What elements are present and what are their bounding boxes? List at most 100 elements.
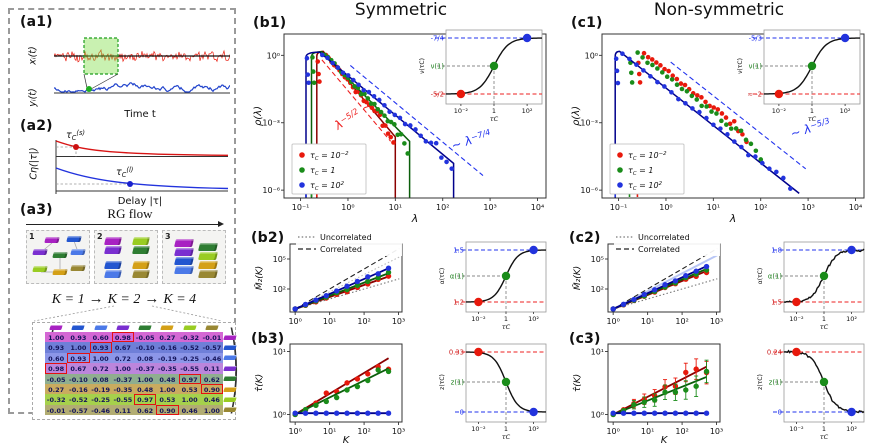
matrix-cell: 0.62 — [137, 406, 154, 415]
matrix-cell: -0.52 — [69, 396, 88, 405]
k-arrow-1: → — [88, 291, 104, 307]
matrix-column-block-icon — [182, 325, 197, 330]
matrix-cell: -0.19 — [91, 386, 110, 394]
rg-flow-arrow — [26, 224, 220, 225]
svg-text:1: 1 — [492, 107, 496, 115]
matrix-row-block-icon — [223, 334, 237, 340]
svg-text:-7/4: -7/4 — [431, 35, 444, 43]
a2-xlabel: Delay |τ| — [117, 196, 163, 207]
svg-text:∼ λ−7/4: ∼ λ−7/4 — [450, 127, 493, 153]
svg-text:≈ -2: ≈ -2 — [747, 91, 762, 99]
svg-text:10¹: 10¹ — [641, 317, 654, 326]
svg-text:10³: 10³ — [801, 203, 814, 212]
b3-timescale-plot: 10⁰ 10¹ 10² 10³ 10¹ 10⁰ Kτ̂(K) 0.33 z(1) 0 10⁻² 1 10… — [254, 343, 547, 446]
variable-block — [197, 261, 219, 270]
matrix-column-block-icon — [138, 325, 152, 330]
svg-text:10²: 10² — [846, 425, 857, 433]
svg-text:10³: 10³ — [392, 427, 405, 436]
matrix-cell: 0.97 — [178, 373, 201, 384]
svg-text:10¹: 10¹ — [323, 427, 336, 436]
svg-text:λ−5/2 ∼: λ−5/2 ∼ — [331, 98, 374, 133]
panel-a-group: (a1) xᵢ(t) yᵢ(t) Time t (a2) Cη(|τ|) τC(… — [8, 8, 241, 420]
svg-text:1.5: 1.5 — [453, 247, 464, 255]
matrix-connector-lines — [33, 305, 223, 322]
svg-text:10²: 10² — [754, 203, 767, 212]
svg-text:1: 1 — [822, 425, 826, 433]
matrix-cell: 0.62 — [203, 375, 220, 384]
svg-text:ρ(λ): ρ(λ) — [253, 106, 264, 126]
svg-text:10¹: 10¹ — [641, 427, 654, 436]
k-labels-row: K = 1 → K = 2 → K = 4 — [10, 288, 238, 308]
column-title-symmetric: Symmetric — [354, 0, 448, 20]
matrix-cell: 0.67 — [70, 365, 87, 374]
matrix-row-block-icon — [223, 344, 237, 350]
svg-text:τ̂(K): τ̂(K) — [572, 374, 583, 392]
svg-text:M̂₂(K): M̂₂(K) — [253, 266, 265, 290]
svg-text:10¹: 10¹ — [389, 203, 402, 212]
matrix-cell: -0.25 — [91, 396, 110, 405]
svg-text:0.24: 0.24 — [767, 349, 782, 357]
variable-block — [32, 266, 48, 272]
k-label-4: K = 4 — [163, 292, 197, 307]
svg-text:10⁻⁶: 10⁻⁶ — [580, 186, 598, 195]
matrix-cell: 0.27 — [48, 386, 65, 394]
svg-text:τC = 1: τC = 1 — [628, 166, 654, 177]
svg-text:τC = 102: τC = 102 — [310, 181, 345, 192]
panel-label-b1: (b1) — [253, 15, 287, 31]
svg-text:10⁻¹: 10⁻¹ — [610, 203, 628, 212]
matrix-column-block-icon — [93, 325, 108, 330]
svg-text:z(τC): z(τC) — [757, 374, 764, 390]
svg-text:1.8: 1.8 — [771, 247, 782, 255]
matrix-row: -0.01 -0.57 -0.46 0.11 0.62 0.90 0.46 1.00 — [45, 404, 223, 416]
svg-text:10⁻²: 10⁻² — [789, 425, 804, 433]
matrix-cell: 0.93 — [70, 334, 87, 342]
matrix-cell: 0.67 — [114, 344, 131, 353]
matrix-cell: 0.93 — [89, 342, 112, 353]
matrix-cell: 1.00 — [181, 396, 198, 405]
variable-block — [70, 265, 86, 271]
svg-text:ν(τC): ν(τC) — [419, 58, 426, 74]
matrix-cell: 0.93 — [67, 352, 90, 364]
svg-text:10¹: 10¹ — [323, 317, 336, 326]
rg-flow-title: RG flow — [107, 206, 153, 221]
matrix-cell: -0.10 — [135, 344, 155, 353]
svg-text:10⁰: 10⁰ — [606, 427, 619, 436]
matrix-cell: -0.32 — [46, 396, 66, 405]
svg-text:τC: τC — [502, 433, 511, 441]
rg-step-1-number: 1 — [29, 232, 35, 241]
matrix-cell: -0.05 — [135, 334, 155, 342]
svg-text:z(1): z(1) — [769, 379, 783, 387]
variable-block — [104, 261, 122, 269]
matrix-row-block-icon — [223, 376, 237, 382]
panel-label-c3: (c3) — [569, 331, 601, 347]
matrix-row: -0.32 -0.52 -0.25 -0.55 0.97 0.53 1.00 0.46 — [45, 394, 223, 405]
svg-text:10⁻²: 10⁻² — [471, 315, 486, 323]
svg-text:-5/2: -5/2 — [431, 91, 444, 99]
svg-text:10⁰: 10⁰ — [341, 203, 354, 212]
svg-text:λ: λ — [411, 212, 419, 225]
svg-text:10²: 10² — [591, 285, 604, 294]
panel-label-c1: (c1) — [571, 15, 603, 31]
matrix-cell: -0.25 — [180, 354, 199, 363]
panel-label-a2: (a2) — [20, 118, 53, 134]
matrix-column-block-icon — [115, 325, 130, 330]
svg-text:τC: τC — [502, 323, 511, 331]
matrix-cell: -0.01 — [46, 406, 66, 415]
panel-label-b2: (b2) — [251, 230, 285, 246]
matrix-cell: -0.35 — [113, 386, 133, 394]
svg-text:10⁴: 10⁴ — [531, 203, 544, 212]
rg-step-1-box: 1 — [26, 230, 90, 284]
svg-text:10²: 10² — [357, 427, 370, 436]
variable-block — [104, 270, 122, 278]
matrix-cell: 0.53 — [159, 396, 176, 405]
variable-block — [173, 239, 195, 248]
svg-text:α(1): α(1) — [768, 273, 782, 281]
svg-text:10³: 10³ — [710, 427, 723, 436]
matrix-cell: -0.55 — [113, 396, 133, 405]
svg-text:α(τC): α(τC) — [439, 268, 446, 284]
matrix-cell: 0.98 — [111, 332, 134, 343]
panel-label-a1: (a1) — [20, 14, 53, 30]
svg-text:ν(1): ν(1) — [431, 63, 445, 71]
matrix-row: -0.05 -0.10 0.08 -0.37 1.00 0.48 0.97 0.62 — [45, 373, 223, 384]
